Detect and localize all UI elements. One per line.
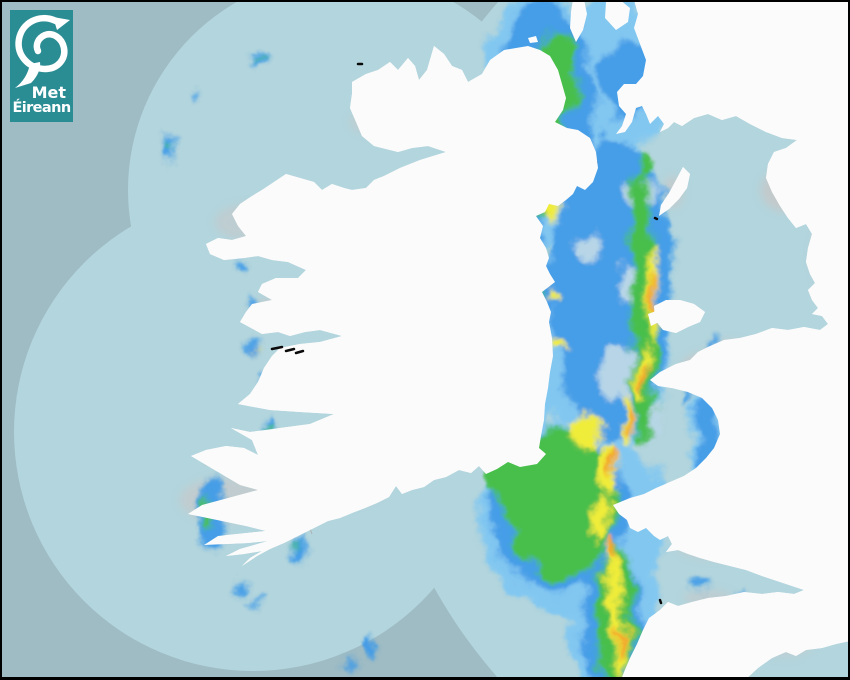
small-islands (270, 62, 663, 605)
logo-text-eireann: Éireann (12, 100, 71, 116)
rain-very-heavy-layer (608, 274, 658, 658)
met-eireann-logo: Met Éireann (10, 10, 73, 122)
logo-text-met: Met (31, 83, 66, 102)
spiral-swirl-icon (15, 14, 70, 88)
coastlines (187, 0, 850, 680)
